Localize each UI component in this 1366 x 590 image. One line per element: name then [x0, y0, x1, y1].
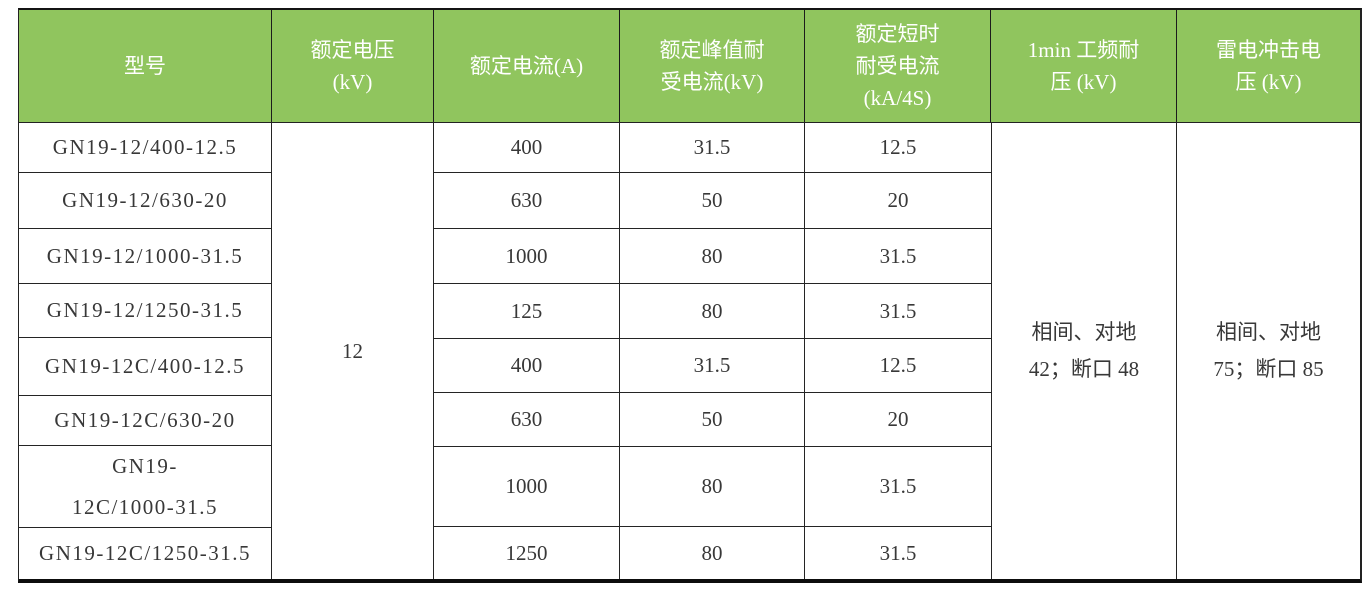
model-cell: GN19-12/400-12.5	[19, 123, 271, 173]
peak-cell: 80	[620, 284, 805, 339]
current-cell: 400	[434, 339, 620, 393]
current-cell: 1000	[434, 447, 620, 527]
current-cell: 125	[434, 284, 620, 339]
peak-cell: 50	[620, 173, 805, 229]
peak-cell: 31.5	[620, 123, 805, 173]
peak-cell: 80	[620, 447, 805, 527]
rated-voltage-merged-cell: 12	[342, 338, 363, 363]
header-peak-withstand-current: 额定峰值耐 受电流(kV)	[620, 10, 805, 122]
power-frequency-column: 相间、对地 42；断口 48	[991, 123, 1177, 579]
table-header-row: 型号 额定电压 (kV) 额定电流(A) 额定峰值耐 受电流(kV) 额定短时 …	[19, 10, 1360, 123]
short-time-cell: 31.5	[879, 540, 917, 565]
header-short-time-withstand-current: 额定短时 耐受电流 (kA/4S)	[805, 10, 991, 122]
rated-voltage-column: 12	[272, 123, 434, 579]
lightning-impulse-merged-cell: 相间、对地 75；断口 85	[1213, 320, 1324, 381]
peak-cell: 80	[620, 229, 805, 284]
model-cell: GN19-12C/1250-31.5	[39, 541, 251, 565]
current-cell: 630	[434, 393, 620, 447]
table-row: 125 80 31.5	[434, 284, 991, 339]
current-cell: 1250	[434, 527, 620, 579]
power-frequency-merged-cell: 相间、对地 42；断口 48	[1028, 320, 1140, 381]
model-cell: GN19-12C/630-20	[19, 396, 271, 446]
current-cell: 630	[434, 173, 620, 229]
table-row: 630 50 20	[434, 393, 991, 447]
current-cell: 1000	[434, 229, 620, 284]
model-column: GN19-12/400-12.5 GN19-12/630-20 GN19-12/…	[19, 123, 272, 579]
table-row: 1000 80 31.5	[434, 229, 991, 284]
table-row: 1250 80 31.5	[434, 527, 991, 579]
short-time-cell: 12.5	[805, 339, 991, 393]
header-rated-voltage: 额定电压 (kV)	[272, 10, 434, 122]
header-rated-current: 额定电流(A)	[434, 10, 620, 122]
header-power-frequency-withstand: 1min 工频耐 压 (kV)	[991, 10, 1177, 122]
header-model: 型号	[19, 10, 272, 122]
model-cell: GN19- 12C/1000-31.5	[19, 446, 271, 528]
table-row: 400 31.5 12.5	[434, 123, 991, 173]
short-time-cell: 20	[805, 173, 991, 229]
current-cell: 400	[434, 123, 620, 173]
model-cell: GN19-12/630-20	[19, 173, 271, 229]
short-time-cell: 12.5	[805, 123, 991, 173]
table-body: GN19-12/400-12.5 GN19-12/630-20 GN19-12/…	[19, 123, 1360, 579]
short-time-cell: 31.5	[805, 284, 991, 339]
table-row: 1000 80 31.5	[434, 447, 991, 527]
table-row: 400 31.5 12.5	[434, 339, 991, 393]
peak-cell: 80	[620, 527, 805, 579]
spec-table: 型号 额定电压 (kV) 额定电流(A) 额定峰值耐 受电流(kV) 额定短时 …	[18, 8, 1362, 583]
peak-cell: 31.5	[620, 339, 805, 393]
short-time-cell: 20	[805, 393, 991, 447]
model-cell: GN19-12/1000-31.5	[19, 229, 271, 284]
peak-cell: 50	[620, 393, 805, 447]
short-time-cell: 31.5	[805, 229, 991, 284]
lightning-impulse-column: 相间、对地 75；断口 85	[1177, 123, 1360, 579]
table-row: 630 50 20	[434, 173, 991, 229]
model-cell: GN19-12C/400-12.5	[19, 338, 271, 396]
header-lightning-impulse: 雷电冲击电 压 (kV)	[1177, 10, 1360, 122]
model-cell: GN19-12/1250-31.5	[19, 284, 271, 338]
ratings-columns: 400 31.5 12.5 630 50 20 1000 80 31.5 125…	[434, 123, 991, 579]
short-time-cell: 31.5	[805, 447, 991, 527]
